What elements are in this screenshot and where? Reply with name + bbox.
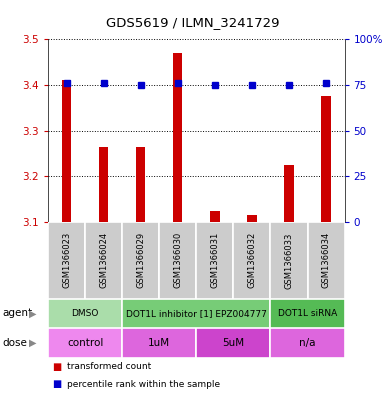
Bar [270,222,308,299]
Bar [122,328,196,358]
Bar [159,222,196,299]
Bar [270,299,345,328]
Text: DOT1L siRNA: DOT1L siRNA [278,309,337,318]
Text: GSM1366030: GSM1366030 [173,232,182,288]
Bar [196,328,271,358]
Bar [122,222,159,299]
Bar [308,222,345,299]
Text: GSM1366029: GSM1366029 [136,232,145,288]
Text: GSM1366032: GSM1366032 [248,232,256,288]
Bar [247,215,256,222]
Bar [48,299,122,328]
Text: control: control [67,338,103,348]
Text: GSM1366033: GSM1366033 [285,232,293,288]
Bar [85,222,122,299]
Text: ■: ■ [52,362,61,372]
Bar [136,147,146,222]
Text: GSM1366034: GSM1366034 [321,232,331,288]
Text: agent: agent [2,309,32,318]
Text: 5uM: 5uM [223,338,244,348]
Text: DOT1L inhibitor [1] EPZ004777: DOT1L inhibitor [1] EPZ004777 [126,309,267,318]
Bar [321,96,331,222]
Bar [210,211,219,222]
Text: n/a: n/a [299,338,316,348]
Bar [196,222,233,299]
Text: 1uM: 1uM [148,338,170,348]
Text: dose: dose [2,338,27,348]
Text: ▶: ▶ [29,309,37,318]
Bar [233,222,270,299]
Text: transformed count: transformed count [67,362,152,371]
Bar [270,328,345,358]
Text: percentile rank within the sample: percentile rank within the sample [67,380,221,389]
Text: DMSO: DMSO [72,309,99,318]
Text: ■: ■ [52,379,61,389]
Bar [122,299,270,328]
Text: GSM1366031: GSM1366031 [210,232,219,288]
Text: GSM1366023: GSM1366023 [62,232,71,288]
Bar [48,222,85,299]
Bar [285,165,294,222]
Bar [99,147,108,222]
Bar [48,328,122,358]
Text: GDS5619 / ILMN_3241729: GDS5619 / ILMN_3241729 [106,17,279,29]
Bar [62,81,71,222]
Text: ▶: ▶ [29,338,37,348]
Text: GSM1366024: GSM1366024 [99,232,108,288]
Bar [173,53,182,222]
